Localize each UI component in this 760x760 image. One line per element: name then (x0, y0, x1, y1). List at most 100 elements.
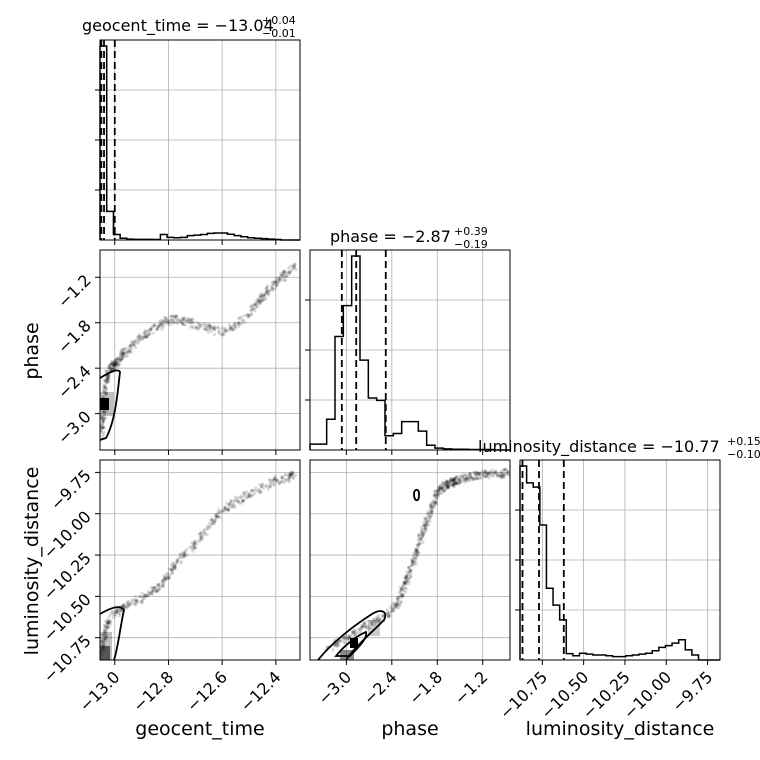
sample-point (407, 576, 411, 580)
sample-point (190, 317, 195, 321)
sample-point (181, 322, 185, 326)
sample-point (264, 484, 269, 489)
sample-point (453, 478, 457, 482)
sample-point (229, 499, 233, 503)
sample-point (251, 306, 256, 310)
sample-point (464, 473, 468, 477)
sample-point (482, 470, 486, 474)
sample-point (419, 536, 423, 541)
sample-point (265, 293, 269, 297)
sample-point (409, 569, 413, 573)
sample-point (166, 575, 170, 579)
sample-point (100, 416, 105, 420)
sample-point (480, 473, 485, 477)
sample-point (470, 475, 474, 479)
sample-point (173, 564, 177, 568)
sample-point (429, 514, 433, 519)
sample-point (238, 495, 242, 499)
sample-point (342, 637, 346, 641)
sample-point (433, 500, 437, 504)
sample-point (120, 357, 125, 361)
sample-point (415, 552, 419, 556)
sample-point (464, 476, 468, 480)
sample-point (248, 491, 252, 495)
sample-point (112, 367, 116, 371)
sample-point (122, 351, 126, 356)
sample-point (122, 351, 126, 355)
sample-point (102, 389, 106, 393)
sample-point (378, 618, 383, 622)
sample-point (215, 515, 219, 519)
sample-point (362, 624, 366, 628)
sample-point (484, 471, 489, 476)
sample-point (149, 585, 154, 589)
panel-frame (99, 249, 301, 451)
sample-point (288, 476, 292, 480)
sample-point (346, 636, 350, 640)
sample-point (267, 292, 271, 296)
sample-point (373, 620, 377, 624)
sample-point (293, 473, 297, 478)
sample-point (102, 630, 106, 634)
sample-point (114, 610, 118, 614)
sample-point (144, 335, 149, 339)
sample-point (195, 321, 200, 325)
sample-point (159, 318, 163, 322)
sample-point (474, 476, 478, 480)
sample-point (465, 477, 469, 481)
sample-point (230, 499, 235, 503)
sample-point (135, 338, 139, 342)
sample-point (124, 347, 128, 351)
sample-point (237, 316, 241, 320)
x-tick-label: −2.4 (360, 667, 401, 708)
sample-point (133, 599, 138, 603)
sample-point (107, 374, 111, 378)
sample-point (416, 546, 420, 550)
sample-point (375, 616, 380, 620)
sample-point (227, 323, 231, 327)
sample-point (261, 298, 265, 302)
sample-point (348, 634, 353, 638)
sample-point (118, 608, 123, 612)
sample-point (369, 621, 374, 625)
sample-point (480, 472, 484, 476)
sample-point (331, 648, 335, 652)
sample-point (186, 317, 190, 321)
sample-point (106, 376, 111, 381)
sample-point (179, 559, 183, 563)
sample-point (249, 304, 253, 308)
sample-point (356, 630, 360, 635)
sample-point (107, 621, 111, 625)
sample-point (113, 361, 117, 365)
sample-point (125, 601, 129, 605)
sample-point (245, 490, 249, 494)
sample-point (205, 324, 210, 328)
sample-point (280, 273, 285, 277)
sample-point (428, 505, 433, 509)
sample-point (207, 330, 211, 334)
sample-point (442, 482, 446, 486)
sample-point (165, 322, 170, 326)
sample-point (118, 359, 122, 363)
sample-point (434, 497, 439, 501)
sample-point (404, 582, 408, 586)
sample-point (254, 486, 258, 490)
sample-point (282, 271, 286, 275)
sample-point (357, 627, 361, 631)
title-geocent-time: geocent_time = −13.04 (82, 16, 274, 36)
sample-point (362, 622, 366, 626)
sample-point (433, 489, 437, 493)
sample-point (410, 562, 414, 567)
sample-point (109, 362, 113, 366)
sample-point (446, 485, 450, 490)
sample-point (469, 475, 473, 479)
sample-point (433, 494, 437, 498)
sample-point (405, 579, 409, 583)
sample-point (256, 488, 261, 492)
sample-point (417, 551, 421, 555)
sample-point (342, 636, 347, 640)
sample-point (210, 521, 214, 525)
sample-point (403, 582, 407, 586)
title-geocent-time-upper: +0.04 (262, 14, 296, 27)
sample-point (455, 475, 459, 479)
